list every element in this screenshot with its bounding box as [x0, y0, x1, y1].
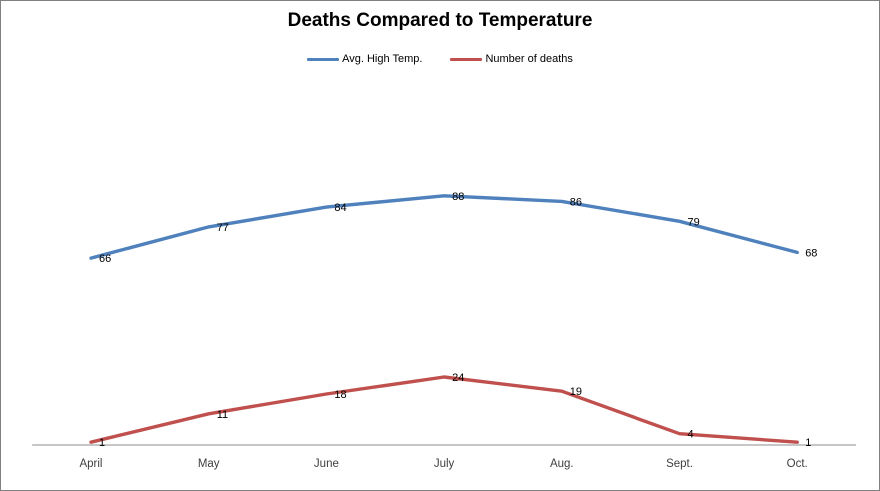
x-tick-label-april: April	[79, 458, 102, 470]
x-tick-label-oct: Oct.	[787, 458, 808, 470]
chart-title: Deaths Compared to Temperature	[287, 10, 593, 31]
data-label-number-of-deaths-aug: 19	[570, 386, 582, 398]
data-label-avg-high-temp-sept: 79	[688, 216, 700, 228]
legend: Avg. High Temp. Number of deaths	[1, 53, 879, 65]
legend-swatch-number-of-deaths	[450, 57, 483, 61]
data-label-avg-high-temp-june: 84	[334, 202, 346, 214]
series-line-avg-high-temp	[89, 194, 799, 260]
data-label-number-of-deaths-oct: 1	[805, 437, 811, 449]
series-line-number-of-deaths	[89, 375, 799, 444]
legend-label: Avg. High Temp.	[342, 53, 423, 65]
data-label-avg-high-temp-may: 77	[217, 222, 229, 234]
legend-item-number-of-deaths: Number of deaths	[450, 53, 573, 65]
data-label-number-of-deaths-sept: 4	[688, 429, 694, 441]
data-label-avg-high-temp-april: 66	[99, 253, 111, 265]
data-label-number-of-deaths-july: 24	[452, 372, 464, 384]
x-tick-label-june: June	[314, 458, 339, 470]
data-label-number-of-deaths-june: 18	[334, 389, 346, 401]
x-tick-label-july: July	[434, 458, 455, 470]
data-label-avg-high-temp-aug: 86	[570, 196, 582, 208]
data-label-avg-high-temp-july: 88	[452, 191, 464, 203]
legend-item-avg-high-temp: Avg. High Temp.	[307, 53, 422, 65]
x-tick-label-sept: Sept.	[666, 458, 693, 470]
data-label-number-of-deaths-april: 1	[99, 437, 105, 449]
x-tick-label-may: May	[198, 458, 220, 470]
data-label-number-of-deaths-may: 11	[217, 409, 228, 421]
data-label-avg-high-temp-oct: 68	[805, 247, 817, 259]
x-tick-label-aug: Aug.	[550, 458, 574, 470]
legend-label: Number of deaths	[485, 53, 573, 65]
legend-swatch-avg-high-temp	[307, 57, 340, 61]
